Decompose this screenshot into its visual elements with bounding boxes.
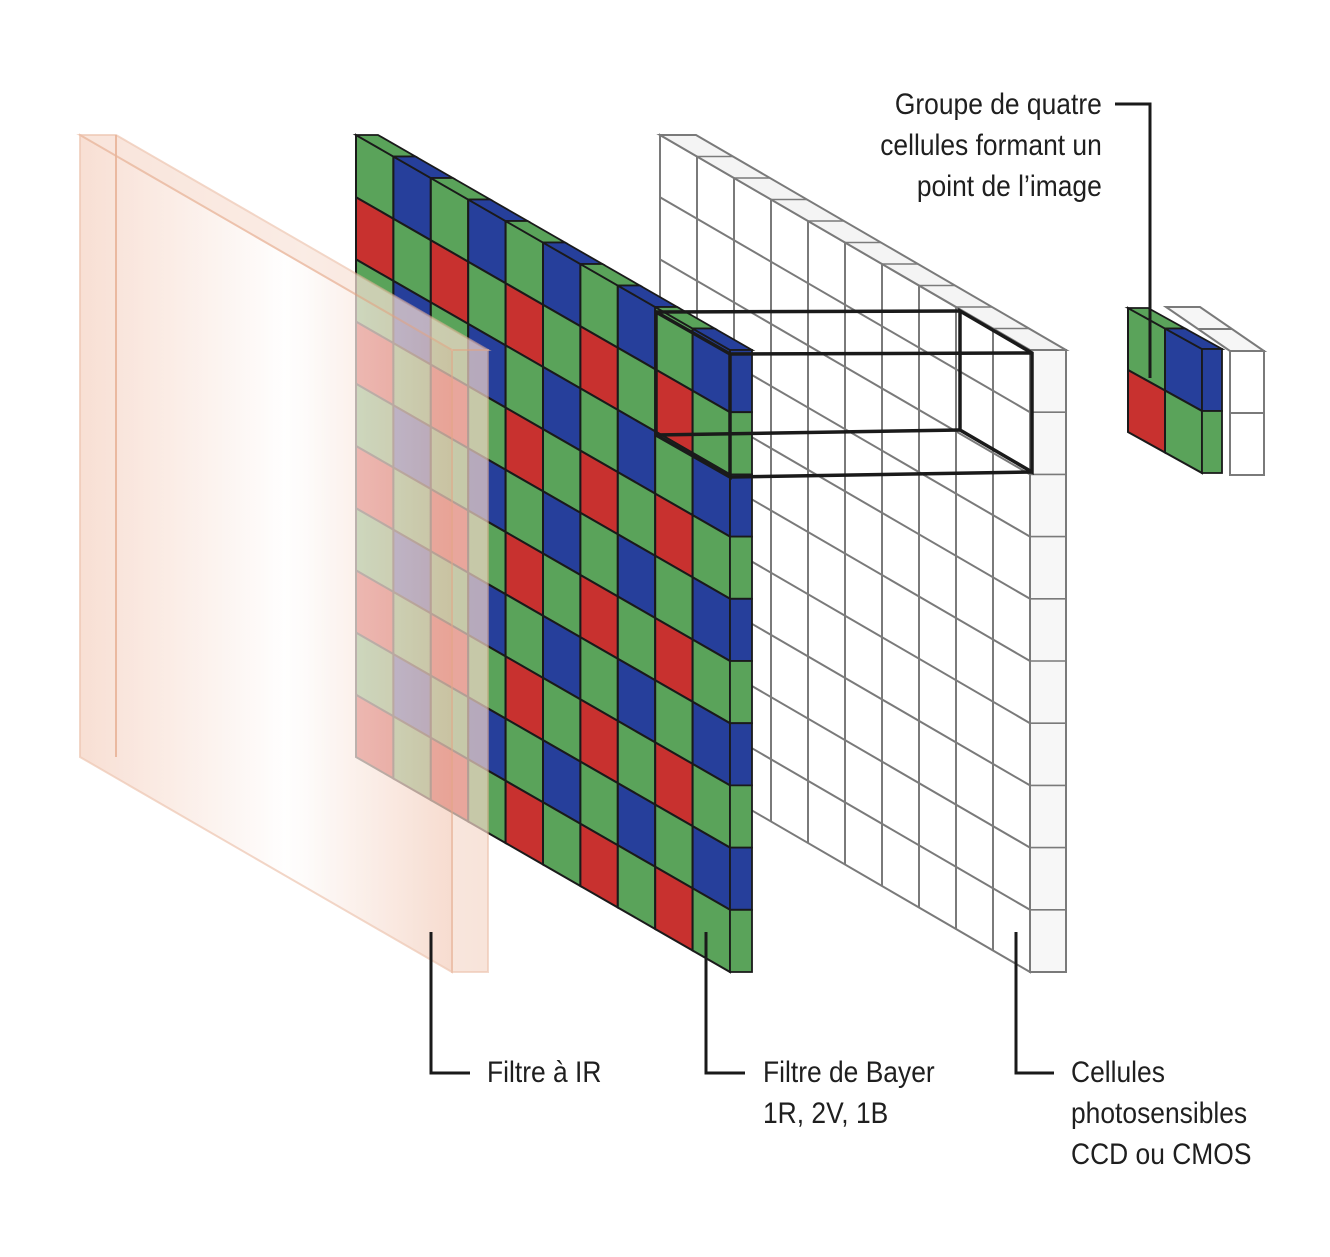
frustum-edge bbox=[655, 309, 961, 314]
label-group-line-1: Groupe de quatre bbox=[895, 88, 1102, 121]
leader-cells bbox=[1014, 932, 1054, 1075]
bayer-side-edge-cell bbox=[729, 722, 753, 787]
label-ir-line-1: Filtre à IR bbox=[487, 1056, 602, 1089]
frustum-edge bbox=[655, 428, 961, 437]
leader-bayer bbox=[704, 932, 745, 1075]
frustum-edge bbox=[729, 351, 1033, 356]
bayer-side-edge-cell bbox=[729, 846, 753, 911]
label-bayer-filter: Filtre de Bayer 1R, 2V, 1B bbox=[763, 1052, 935, 1134]
ir-filter-layer bbox=[76, 133, 492, 974]
label-cells-line-3: CCD ou CMOS bbox=[1071, 1138, 1252, 1171]
leader-lines bbox=[429, 102, 1152, 1075]
four-cell-group bbox=[1124, 306, 1268, 476]
bayer-side-edge-cell bbox=[729, 784, 753, 849]
label-ir-filter: Filtre à IR bbox=[487, 1052, 601, 1093]
leader-group bbox=[1115, 102, 1152, 378]
bayer-side-edge-cell bbox=[729, 349, 753, 414]
label-photosensitive-cells: Cellules photosensibles CCD ou CMOS bbox=[1071, 1052, 1251, 1175]
frustum-edge bbox=[729, 470, 1033, 479]
leader-ir bbox=[429, 932, 470, 1075]
ir-side-face bbox=[451, 349, 489, 973]
bayer-side-edge-cell bbox=[729, 473, 753, 538]
bayer-side-edge-cell bbox=[729, 597, 753, 662]
projection-frustum bbox=[654, 307, 1034, 481]
quad-filter-side bbox=[1201, 410, 1223, 474]
label-bayer-line-2: 1R, 2V, 1B bbox=[763, 1097, 889, 1130]
bayer-side-edge-cell bbox=[729, 908, 753, 973]
label-cells-line-1: Cellules bbox=[1071, 1056, 1165, 1089]
bayer-side-edge-cell bbox=[729, 535, 753, 600]
bayer-side-edge-cell bbox=[729, 411, 753, 476]
label-bayer-line-1: Filtre de Bayer bbox=[763, 1056, 935, 1089]
label-group-line-2: cellules formant un bbox=[880, 129, 1102, 162]
label-group-line-3: point de l’image bbox=[917, 170, 1102, 203]
quad-filter-side bbox=[1201, 348, 1223, 412]
label-four-cell-group: Groupe de quatre cellules formant un poi… bbox=[880, 84, 1102, 207]
label-cells-line-2: photosensibles bbox=[1071, 1097, 1248, 1130]
bayer-side-edge-cell bbox=[729, 660, 753, 725]
